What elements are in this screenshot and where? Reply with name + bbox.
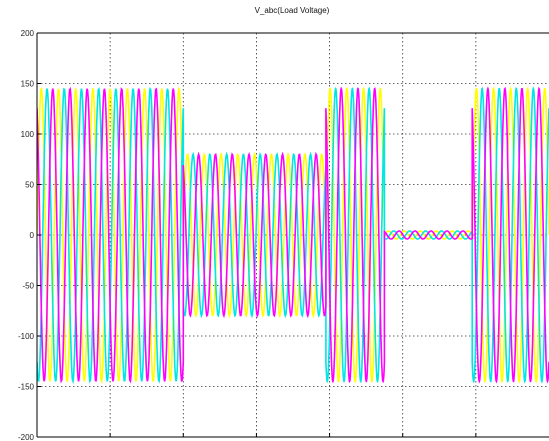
y-tick-label: -150 [18, 383, 35, 392]
y-tick-label: 50 [25, 181, 34, 190]
y-tick-label: 100 [21, 130, 35, 139]
chart-title: V_abc(Load Voltage) [255, 6, 330, 15]
y-tick-labels: 200 150 100 50 0 -50 -100 -150 -200 [18, 29, 35, 441]
series-group [37, 86, 549, 385]
y-tick-label: -50 [22, 282, 34, 291]
voltage-series-line [37, 86, 549, 384]
axes [36, 32, 549, 438]
y-tick-label: 200 [21, 29, 35, 38]
y-tick-label: 0 [30, 231, 35, 240]
plot-area [37, 86, 549, 385]
y-tick-label: -100 [18, 332, 35, 341]
y-tick-label: 150 [21, 80, 35, 89]
y-tick-label: -200 [18, 433, 35, 441]
